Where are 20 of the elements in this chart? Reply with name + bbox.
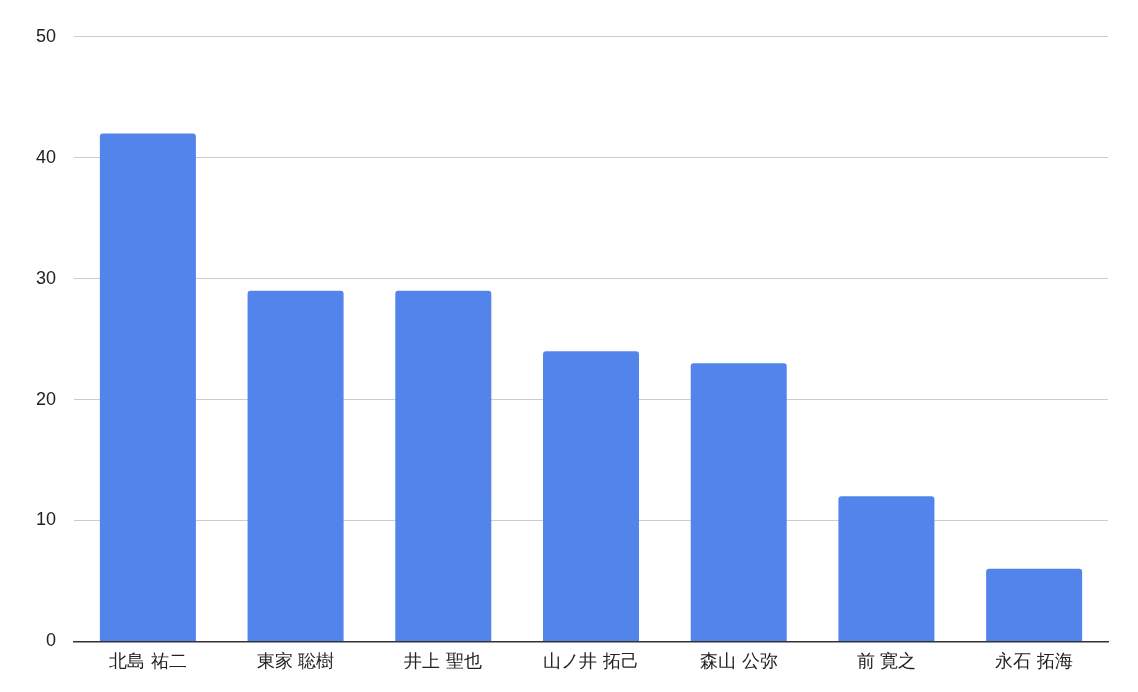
x-tick-label: 東家 聡樹 bbox=[256, 649, 335, 671]
x-tick-label: 永石 拓海 bbox=[995, 649, 1074, 671]
bar bbox=[543, 351, 640, 641]
x-tick-label: 前 寛之 bbox=[856, 649, 917, 671]
y-tick-label: 20 bbox=[35, 388, 57, 409]
y-tick-label: 10 bbox=[35, 509, 57, 530]
x-tick-label: 北島 祐二 bbox=[109, 649, 187, 671]
bar bbox=[986, 568, 1083, 641]
bar bbox=[838, 496, 935, 641]
y-tick-label: 50 bbox=[35, 25, 57, 46]
x-tick-label: 山ノ井 拓己 bbox=[543, 649, 639, 671]
bar bbox=[395, 290, 492, 641]
bar bbox=[99, 133, 196, 641]
y-tick-label: 30 bbox=[35, 267, 57, 288]
y-tick-label: 40 bbox=[35, 146, 57, 167]
bar bbox=[247, 290, 344, 641]
y-tick-label: 0 bbox=[46, 630, 57, 651]
x-tick-label: 森山 公弥 bbox=[699, 649, 778, 671]
bar bbox=[690, 363, 787, 641]
x-tick-label: 井上 聖也 bbox=[404, 649, 483, 671]
